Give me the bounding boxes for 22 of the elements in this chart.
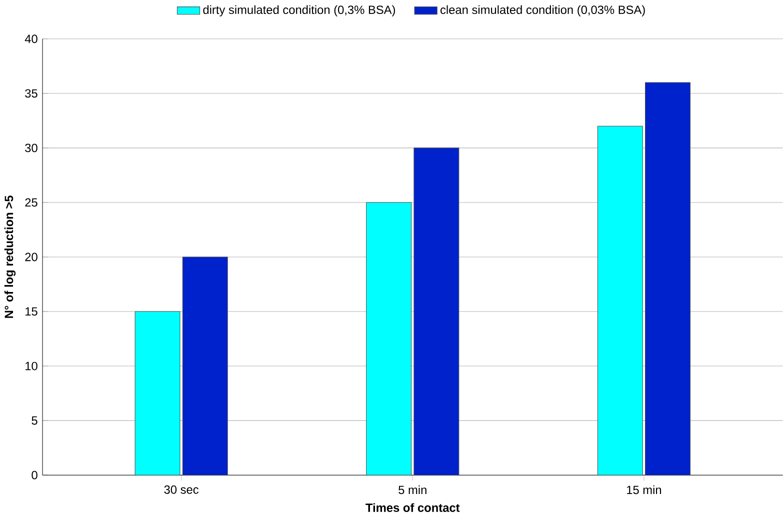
y-tick-label: 15 bbox=[26, 307, 38, 316]
legend-label: clean simulated condition (0,03% BSA) bbox=[440, 5, 645, 16]
x-tick-label: 15 min bbox=[627, 485, 662, 494]
x-axis-title: Times of contact bbox=[366, 503, 460, 512]
bar bbox=[366, 202, 412, 475]
legend-label: dirty simulated condition (0,3% BSA) bbox=[203, 5, 396, 16]
y-tick-label: 25 bbox=[25, 198, 38, 207]
y-tick-label: 10 bbox=[26, 362, 38, 370]
bar bbox=[645, 82, 690, 475]
bar bbox=[134, 311, 180, 475]
bar bbox=[182, 256, 228, 475]
x-tick-label: 5 min bbox=[398, 485, 426, 494]
y-tick-label: 40 bbox=[24, 34, 38, 43]
y-axis-title: N° of log reduction >5 bbox=[4, 195, 16, 318]
x-tick-label: 30 sec bbox=[164, 485, 199, 494]
y-tick-label: 30 bbox=[25, 144, 38, 152]
bar bbox=[597, 126, 643, 475]
y-tick-label: 20 bbox=[25, 252, 38, 262]
y-tick-label: 35 bbox=[25, 89, 38, 98]
bar bbox=[414, 147, 460, 475]
y-tick-label: 5 bbox=[32, 416, 38, 425]
y-tick-label: 0 bbox=[32, 470, 38, 480]
